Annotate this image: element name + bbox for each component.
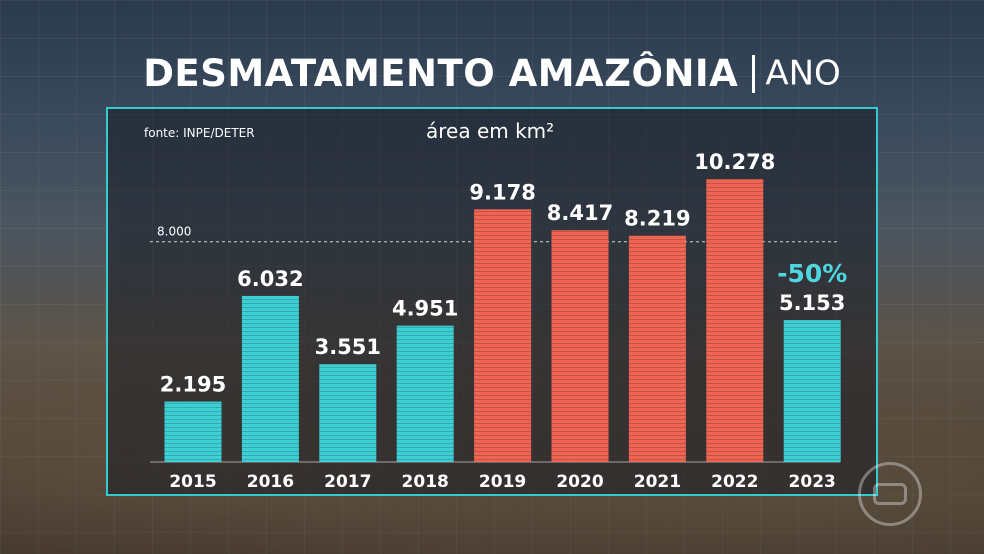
- tick-label-2018: 2018: [402, 472, 449, 492]
- source-label: fonte: INPE/DETER: [144, 126, 255, 140]
- value-label-2019: 9.178: [469, 180, 535, 204]
- reference-line-label: 8.000: [157, 225, 191, 239]
- tick-label-2015: 2015: [169, 472, 216, 492]
- tick-label-2017: 2017: [324, 472, 371, 492]
- title-separator: [752, 54, 756, 93]
- unit-label: área em km²: [426, 119, 555, 143]
- bar-2019: [474, 209, 532, 462]
- value-label-2018: 4.951: [392, 297, 458, 321]
- title-main: DESMATAMENTO AMAZÔNIA: [143, 52, 739, 95]
- bars-group: 2.195 2015 6.032 2016 3.551 2017 4.951 2018 9.17…: [160, 150, 848, 492]
- tick-label-2019: 2019: [479, 472, 526, 492]
- bar-2015: [164, 401, 222, 462]
- value-label-2015: 2.195: [160, 373, 226, 397]
- tick-label-2020: 2020: [556, 472, 603, 492]
- chart-title: DESMATAMENTO AMAZÔNIA ANO: [0, 52, 984, 95]
- bar-2018: [396, 325, 454, 462]
- annotation-change-2023: -50%: [777, 259, 847, 288]
- globo-logo-icon: [858, 462, 922, 526]
- bar-2023: [783, 320, 841, 462]
- value-label-2022: 10.278: [694, 150, 775, 174]
- value-label-2023: 5.153: [779, 291, 845, 315]
- title-sub: ANO: [765, 53, 841, 94]
- bar-2017: [319, 364, 377, 462]
- tick-label-2023: 2023: [789, 472, 836, 492]
- value-label-2021: 8.219: [624, 207, 690, 231]
- value-label-2020: 8.417: [547, 201, 613, 225]
- bar-2021: [628, 235, 686, 462]
- tick-label-2016: 2016: [247, 472, 294, 492]
- bar-2016: [241, 295, 299, 462]
- value-label-2017: 3.551: [315, 335, 381, 359]
- bar-2020: [551, 230, 609, 462]
- bar-2022: [706, 179, 764, 462]
- value-label-2016: 6.032: [237, 267, 303, 291]
- logo-screen-shape: [873, 483, 907, 505]
- tick-label-2021: 2021: [634, 472, 681, 492]
- tick-label-2022: 2022: [711, 472, 758, 492]
